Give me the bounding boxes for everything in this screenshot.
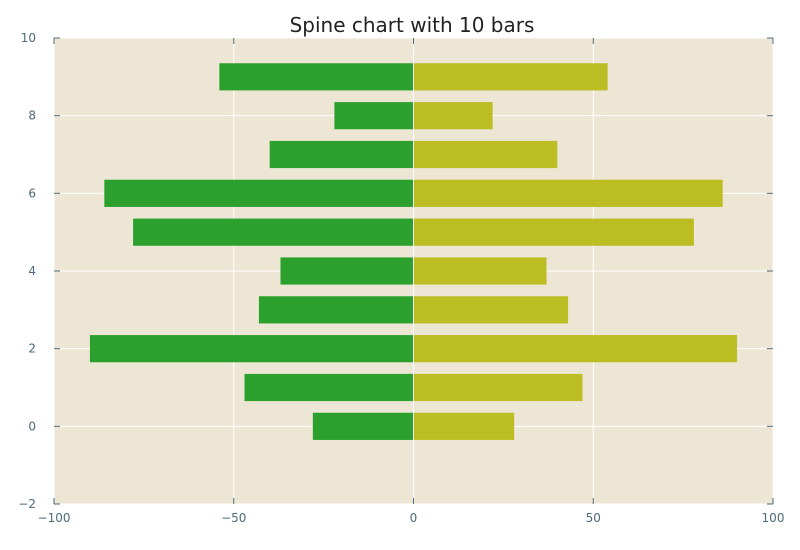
y-tick-label: 8 <box>28 109 36 123</box>
x-tick-label: −100 <box>38 511 71 525</box>
bar-series-0-cat-3 <box>258 296 414 324</box>
chart-title: Spine chart with 10 bars <box>290 13 535 37</box>
y-tick-label: 10 <box>21 31 36 45</box>
x-tick-label: 0 <box>410 511 418 525</box>
bar-series-0-cat-0 <box>312 412 414 440</box>
bar-series-0-cat-6 <box>104 179 414 207</box>
axis-ticks: −100 −50 0 50 100 −2 0 2 4 6 8 10 <box>18 31 784 525</box>
bar-series-0-cat-7 <box>269 140 414 169</box>
bar-series-1-cat-8 <box>413 102 493 130</box>
bar-series-1-cat-3 <box>413 296 569 324</box>
bars <box>89 38 738 504</box>
bar-series-1-cat-5 <box>413 218 694 246</box>
bar-series-0-cat-8 <box>334 102 414 130</box>
bar-series-0-cat-4 <box>280 257 414 285</box>
x-tick-label: 100 <box>762 511 785 525</box>
x-tick-label: −50 <box>221 511 246 525</box>
bar-series-0-cat-9 <box>219 63 414 91</box>
y-tick-label: 0 <box>28 419 36 433</box>
y-tick-label: 4 <box>28 264 36 278</box>
bar-series-1-cat-4 <box>413 257 547 285</box>
y-tick-label: 2 <box>28 342 36 356</box>
bar-series-1-cat-0 <box>413 412 515 440</box>
bar-series-1-cat-9 <box>413 63 608 91</box>
y-tick-label: −2 <box>18 497 36 511</box>
bar-series-0-cat-2 <box>89 335 414 363</box>
bar-series-1-cat-7 <box>413 140 558 169</box>
bar-series-1-cat-1 <box>413 373 583 402</box>
x-tick-label: 50 <box>586 511 601 525</box>
bar-series-1-cat-6 <box>413 179 723 207</box>
y-tick-label: 6 <box>28 186 36 200</box>
bar-series-0-cat-1 <box>244 373 414 402</box>
bar-series-0-cat-5 <box>133 218 414 246</box>
bar-series-1-cat-2 <box>413 335 738 363</box>
